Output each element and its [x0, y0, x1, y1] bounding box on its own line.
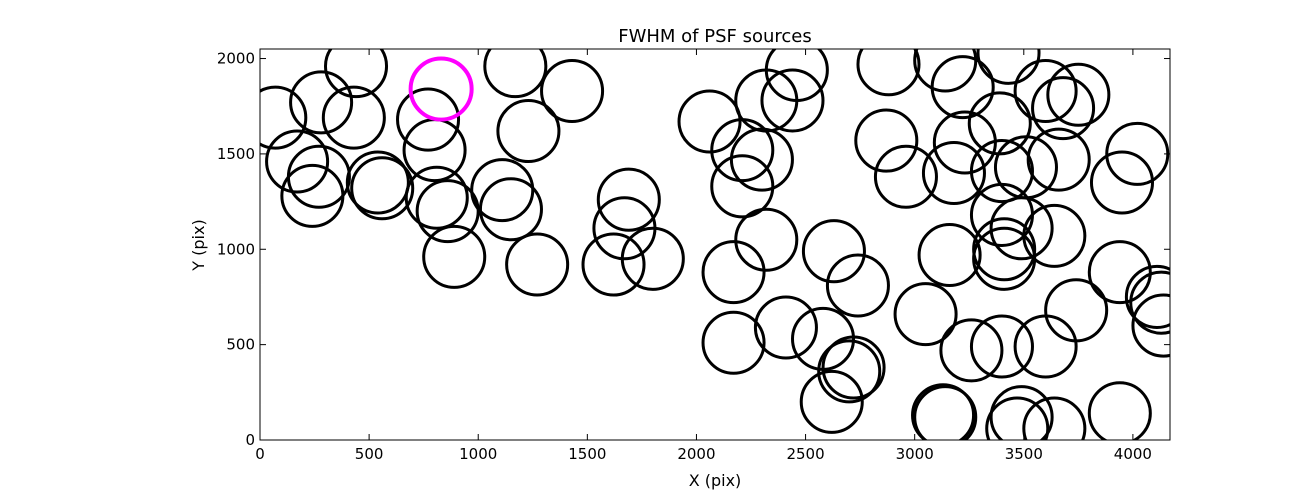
source-marker: [1044, 278, 1109, 343]
source-marker: [1124, 264, 1170, 329]
source-marker: [422, 224, 487, 289]
source-marker: [856, 49, 921, 97]
source-marker: [817, 339, 882, 404]
source-marker: [345, 150, 410, 215]
source-marker: [701, 240, 766, 305]
source-marker: [854, 108, 919, 173]
source-marker: [801, 219, 866, 284]
source-marker: [1046, 62, 1111, 127]
source-marker: [930, 55, 995, 120]
source-marker: [324, 49, 389, 99]
source-marker: [734, 207, 799, 272]
source-marker: [985, 396, 1050, 440]
source-marker: [350, 156, 415, 221]
markers-group: [260, 49, 1170, 440]
source-marker: [989, 385, 1054, 440]
source-marker: [1022, 396, 1087, 440]
x-tick-label: 4000: [1114, 445, 1152, 463]
source-marker: [729, 127, 794, 192]
source-marker: [1087, 381, 1152, 440]
source-marker: [496, 98, 561, 164]
source-marker: [596, 167, 661, 232]
chart-title: FWHM of PSF sources: [618, 26, 812, 47]
y-tick-label: 500: [226, 336, 255, 354]
source-marker: [396, 87, 461, 152]
source-marker: [989, 196, 1054, 261]
source-marker: [799, 369, 864, 434]
x-tick-label: 2500: [786, 445, 824, 463]
source-marker: [620, 226, 685, 291]
source-marker: [893, 282, 958, 347]
source-marker: [404, 165, 469, 230]
x-tick-label: 1500: [568, 445, 606, 463]
y-tick-label: 1500: [217, 145, 255, 163]
y-tick-label: 1000: [217, 240, 255, 258]
source-marker: [917, 222, 982, 288]
source-marker: [825, 253, 890, 318]
source-marker: [921, 140, 986, 205]
source-marker: [505, 232, 570, 297]
highlighted-source-marker: [408, 56, 474, 122]
source-marker: [701, 310, 766, 375]
source-marker: [289, 70, 354, 135]
source-marker: [710, 154, 775, 219]
source-marker: [764, 49, 829, 102]
source-marker: [1089, 150, 1155, 215]
y-axis-label: Y (pix): [189, 219, 208, 271]
source-marker: [913, 385, 978, 440]
source-marker: [280, 163, 345, 228]
source-marker: [1031, 76, 1096, 141]
source-marker: [1129, 270, 1170, 335]
y-tick-label: 0: [245, 431, 255, 449]
source-marker: [969, 314, 1034, 379]
source-marker: [470, 158, 535, 223]
source-marker: [677, 89, 742, 154]
source-marker: [873, 144, 938, 209]
source-marker: [321, 85, 386, 150]
x-tick-label: 2000: [677, 445, 715, 463]
source-marker: [821, 335, 886, 400]
x-axis-label: X (pix): [689, 471, 742, 490]
x-tick-label: 3500: [1005, 445, 1043, 463]
source-marker: [260, 85, 308, 150]
source-marker: [1087, 240, 1152, 305]
source-marker: [478, 177, 543, 242]
plot-frame: [259, 48, 1171, 441]
x-tick-label: 500: [355, 445, 384, 463]
source-marker: [581, 232, 646, 297]
source-marker: [1131, 293, 1170, 358]
source-marker: [1013, 58, 1078, 123]
source-marker: [753, 295, 818, 360]
source-marker: [939, 318, 1004, 383]
source-marker: [540, 58, 605, 123]
source-marker: [1026, 127, 1091, 192]
x-tick-label: 0: [255, 445, 265, 463]
source-marker: [483, 49, 548, 99]
plot-area: [260, 49, 1170, 440]
source-marker: [760, 68, 825, 133]
y-tick-label: 2000: [217, 50, 255, 68]
source-marker: [265, 129, 330, 194]
source-marker: [969, 139, 1034, 204]
source-marker: [911, 383, 976, 440]
x-tick-label: 1000: [459, 445, 497, 463]
x-tick-label: 3000: [896, 445, 934, 463]
source-marker: [976, 49, 1041, 85]
source-marker: [1022, 203, 1087, 268]
